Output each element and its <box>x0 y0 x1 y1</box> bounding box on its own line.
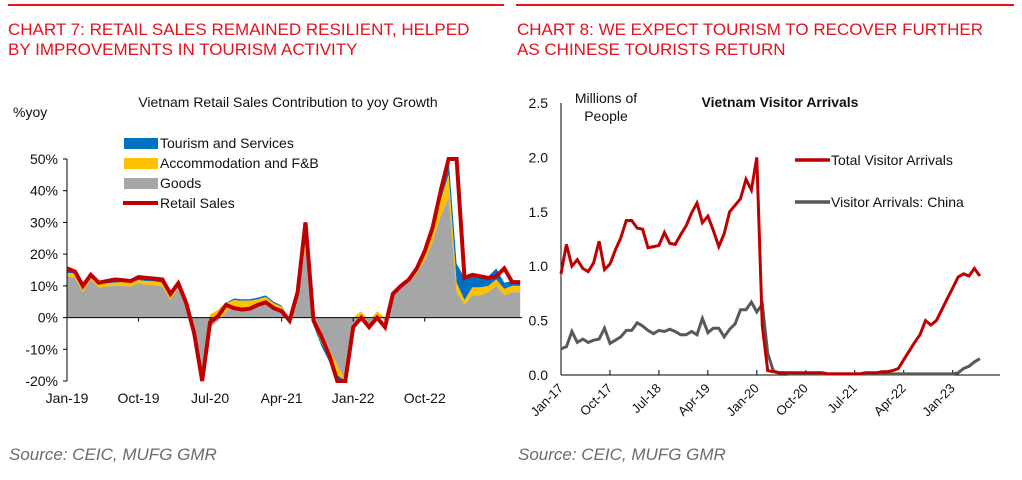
chart7-title: Vietnam Retail Sales Contribution to yoy… <box>138 94 437 110</box>
chart8-y-tick-label: 1.0 <box>529 258 549 274</box>
chart8-x-tick-label: Jan-20 <box>723 381 762 420</box>
chart8-ylabel-line2: People <box>584 108 628 124</box>
total-visitor-arrivals-legend-label: Total Visitor Arrivals <box>831 152 953 168</box>
legend-retail-sales-label: Retail Sales <box>160 195 235 211</box>
chart7-x-tick-label: Apr-21 <box>261 390 303 406</box>
visitor-arrivals-chart: Vietnam Visitor Arrivals Millions of Peo… <box>527 90 1000 419</box>
chart7-y-tick-label: 40% <box>30 183 58 199</box>
right-header-rule <box>516 4 1014 6</box>
chart8-x-tick-label: Apr-19 <box>675 381 713 419</box>
chart8-ylabel-line1: Millions of <box>575 90 637 106</box>
chart8-x-tick-label: Oct-20 <box>773 381 811 419</box>
legend-tourism-label: Tourism and Services <box>160 135 294 151</box>
chart7-y-tick-label: 0% <box>38 310 58 326</box>
chart7-source: Source: CEIC, MUFG GMR <box>9 445 217 464</box>
chart8-x-tick-label: Apr-22 <box>871 381 909 419</box>
chart8-y-tick-label: 0.5 <box>529 313 549 329</box>
chart7-heading: CHART 7: RETAIL SALES REMAINED RESILIENT… <box>8 20 469 60</box>
chart7-x-tick-label: Oct-22 <box>404 390 446 406</box>
chart8-x-tick-label: Jul-21 <box>824 381 860 417</box>
chart7-heading-line2: BY IMPROVEMENTS IN TOURISM ACTIVITY <box>8 40 358 59</box>
chart7-y-tick-label: -10% <box>25 341 58 357</box>
chart8-lines <box>559 157 982 376</box>
legend-goods-label: Goods <box>160 175 201 191</box>
chart8-x-tick-label: Jan-23 <box>919 381 958 420</box>
chart7-axes: 50% 40% 30% 20% 10% 0% -10% -20%Jan-19 Oct-19 Jul… <box>25 151 523 406</box>
chart7-line <box>66 157 521 383</box>
left-header-rule <box>8 4 504 6</box>
goods-area <box>67 197 521 381</box>
chart8-x-tick-label: Oct-17 <box>577 381 615 419</box>
chart7-y-tick-label: 20% <box>30 246 58 262</box>
chart8-y-tick-label: 0.0 <box>529 367 549 383</box>
chart7-x-tick-label: Oct-19 <box>118 390 160 406</box>
chart8-x-tick-label: Jul-18 <box>628 381 664 417</box>
chart7-x-tick-label: Jan-22 <box>332 390 375 406</box>
china-visitor-arrivals-line <box>560 299 981 376</box>
chart8-heading-line2: AS CHINESE TOURISTS RETURN <box>517 40 786 59</box>
retail-sales-line <box>66 157 521 383</box>
chart8-source: Source: CEIC, MUFG GMR <box>518 445 726 464</box>
chart7-x-tick-label: Jul-20 <box>191 390 229 406</box>
chart8-y-tick-label: 1.5 <box>529 204 549 220</box>
chart7-y-tick-label: 50% <box>30 151 58 167</box>
chart7-ylabel: %yoy <box>13 104 47 120</box>
chart7-heading-line1: CHART 7: RETAIL SALES REMAINED RESILIENT… <box>8 20 470 39</box>
china-visitor-arrivals-legend-label: Visitor Arrivals: China <box>831 194 964 210</box>
chart8-heading: CHART 8: WE EXPECT TOURISM TO RECOVER FU… <box>517 20 983 60</box>
chart8-title: Vietnam Visitor Arrivals <box>702 94 859 110</box>
chart7-y-tick-label: -20% <box>25 373 58 389</box>
chart8-y-tick-label: 2.0 <box>529 149 549 165</box>
legend-tourism-swatch <box>124 138 158 149</box>
chart7-y-tick-label: 10% <box>30 278 58 294</box>
legend-accommodation-swatch <box>124 158 158 169</box>
legend-goods-swatch <box>124 178 158 189</box>
chart7-y-tick-label: 30% <box>30 214 58 230</box>
chart8-heading-line1: CHART 8: WE EXPECT TOURISM TO RECOVER FU… <box>517 20 984 39</box>
legend-accommodation-label: Accommodation and F&B <box>160 155 319 171</box>
retail-sales-chart: Vietnam Retail Sales Contribution to yoy… <box>13 94 523 406</box>
total-visitor-arrivals-line <box>559 157 982 376</box>
chart8-y-tick-label: 2.5 <box>529 95 549 111</box>
chart7-x-tick-label: Jan-19 <box>46 390 89 406</box>
chart8-x-tick-label: Jan-17 <box>527 381 566 420</box>
chart7-legend: Tourism and Services Accommodation and F&… <box>123 135 319 211</box>
chart8-legend: Total Visitor Arrivals Visitor Arrivals: … <box>795 152 964 210</box>
chart7-areas <box>67 159 521 381</box>
